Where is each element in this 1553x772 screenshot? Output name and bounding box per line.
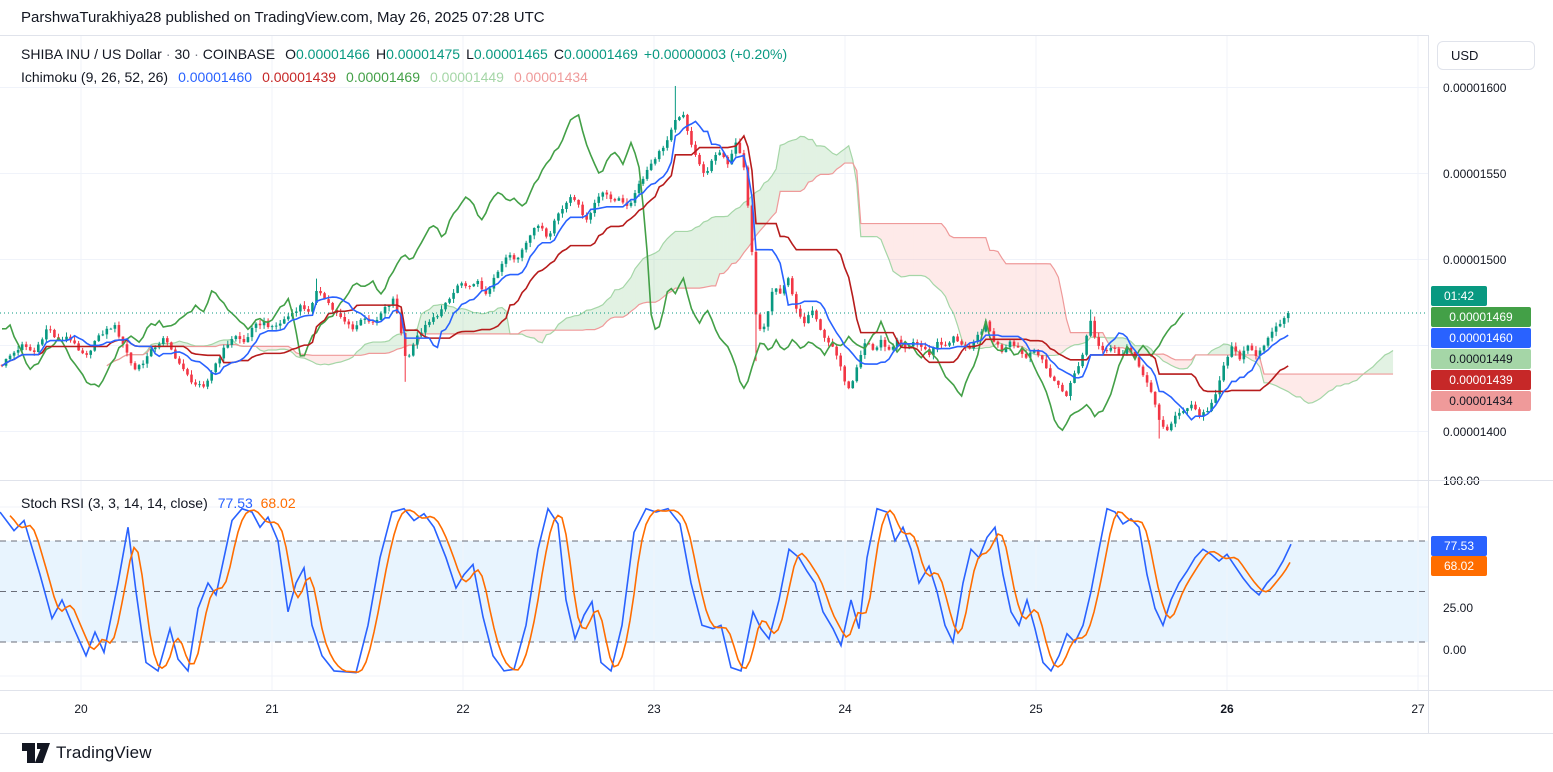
header-divider <box>0 35 1553 36</box>
price-badge: 0.00001449 <box>1431 349 1531 369</box>
stoch-tick-label: 25.00 <box>1443 600 1474 615</box>
stoch-badge: 68.02 <box>1431 556 1487 576</box>
price-badge: 0.00001469 <box>1431 307 1531 327</box>
stoch-tick-label: 100.00 <box>1443 474 1480 488</box>
ichimoku-lead-b-line <box>106 162 1394 375</box>
pane-divider[interactable] <box>0 480 1553 481</box>
axis-separator <box>1428 35 1429 733</box>
price-chart-canvas[interactable] <box>0 36 1428 480</box>
footer: TradingView <box>0 734 1553 772</box>
ohlc-item: L0.00001465 <box>466 46 548 62</box>
symbol-legend-row[interactable]: SHIBA INU / US Dollar · 30 · COINBASE O0.0000… <box>21 46 787 62</box>
ichimoku-value: 0.00001434 <box>513 69 588 85</box>
usd-currency-button[interactable]: USD <box>1437 41 1535 70</box>
time-label: 23 <box>647 702 661 716</box>
stoch-gridlines <box>0 481 1428 690</box>
interval-label[interactable]: 30 <box>174 46 191 62</box>
time-axis[interactable]: 20 21 22 23 24 25 26 27 <box>0 691 1428 733</box>
ichimoku-value: 0.00001449 <box>430 69 504 85</box>
chart-bottom-border <box>0 733 1553 734</box>
main-gridlines <box>0 36 1428 480</box>
price-badge: 0.00001460 <box>1431 328 1531 348</box>
stoch-tick-label: 0.00 <box>1443 643 1467 657</box>
time-label: 27 <box>1411 702 1425 716</box>
main-chart-pane[interactable] <box>0 36 1428 480</box>
time-label: 25 <box>1029 702 1043 716</box>
ichimoku-value: 0.00001469 <box>346 69 420 85</box>
stoch-d-value: 68.02 <box>260 495 296 511</box>
symbol-title[interactable]: SHIBA INU / US Dollar <box>21 46 162 62</box>
stoch-chart-canvas[interactable] <box>0 481 1428 690</box>
price-tick-label: 0.00001550 <box>1443 166 1507 181</box>
ichimoku-params: (9, 26, 52, 26) <box>80 69 169 85</box>
price-badge: 0.00001439 <box>1431 370 1531 390</box>
price-change: +0.00000003 (+0.20%) <box>643 46 788 62</box>
stoch-title[interactable]: Stoch RSI (3, 3, 14, 14, close) <box>21 495 208 511</box>
ichimoku-cloud <box>106 136 1394 404</box>
separator-dot: · <box>165 46 171 62</box>
publish-attribution: ParshwaTurakhiya28 published on TradingV… <box>21 9 545 26</box>
time-label: 26 <box>1220 702 1234 716</box>
price-tick-label: 0.00001400 <box>1443 424 1507 439</box>
ohlc-values: O0.00001466 H0.00001475 L0.00001465 C0.0000… <box>285 46 644 62</box>
ohlc-item: C0.00001469 <box>553 46 638 62</box>
time-label: 20 <box>74 702 88 716</box>
stoch-legend-row[interactable]: Stoch RSI (3, 3, 14, 14, close) 77.53 68.… <box>21 495 296 511</box>
price-tick-label: 0.00001600 <box>1443 80 1507 95</box>
ichimoku-lagging-line <box>1 113 1185 432</box>
time-label: 21 <box>265 702 279 716</box>
time-label: 24 <box>838 702 852 716</box>
exchange-label[interactable]: COINBASE <box>202 46 276 62</box>
countdown-badge: 01:42 <box>1431 286 1487 306</box>
tradingview-brand[interactable]: TradingView <box>56 743 152 762</box>
ichimoku-values: 0.00001460 0.00001439 0.00001469 0.00001449… <box>178 69 598 85</box>
stoch-k-value: 77.53 <box>217 495 253 511</box>
ichimoku-value: 0.00001460 <box>178 69 253 85</box>
ohlc-item: O0.00001466 <box>285 46 370 62</box>
stoch-rsi-pane[interactable] <box>0 481 1428 690</box>
ichimoku-base-line <box>1 134 1289 393</box>
stoch-d-line <box>9 509 1291 673</box>
ichimoku-name[interactable]: Ichimoku <box>21 69 78 85</box>
price-axis[interactable]: USD 0.00001600 0.00001550 0.00001500 0.0000… <box>1429 35 1553 733</box>
ichimoku-value: 0.00001439 <box>262 69 337 85</box>
time-label: 22 <box>456 702 470 716</box>
ichimoku-conversion-line <box>1 120 1289 421</box>
stoch-badge: 77.53 <box>1431 536 1487 556</box>
tradingview-logo-icon[interactable] <box>22 742 50 764</box>
ichimoku-legend-row[interactable]: Ichimoku (9, 26, 52, 26) 0.00001460 0.0000… <box>21 69 598 85</box>
price-badge: 0.00001434 <box>1431 391 1531 411</box>
ichimoku-lead-a-line <box>106 135 1394 404</box>
time-axis-divider <box>0 690 1553 691</box>
separator-dot: · <box>194 46 199 62</box>
ohlc-item: H0.00001475 <box>375 46 461 62</box>
price-tick-label: 0.00001500 <box>1443 252 1507 267</box>
